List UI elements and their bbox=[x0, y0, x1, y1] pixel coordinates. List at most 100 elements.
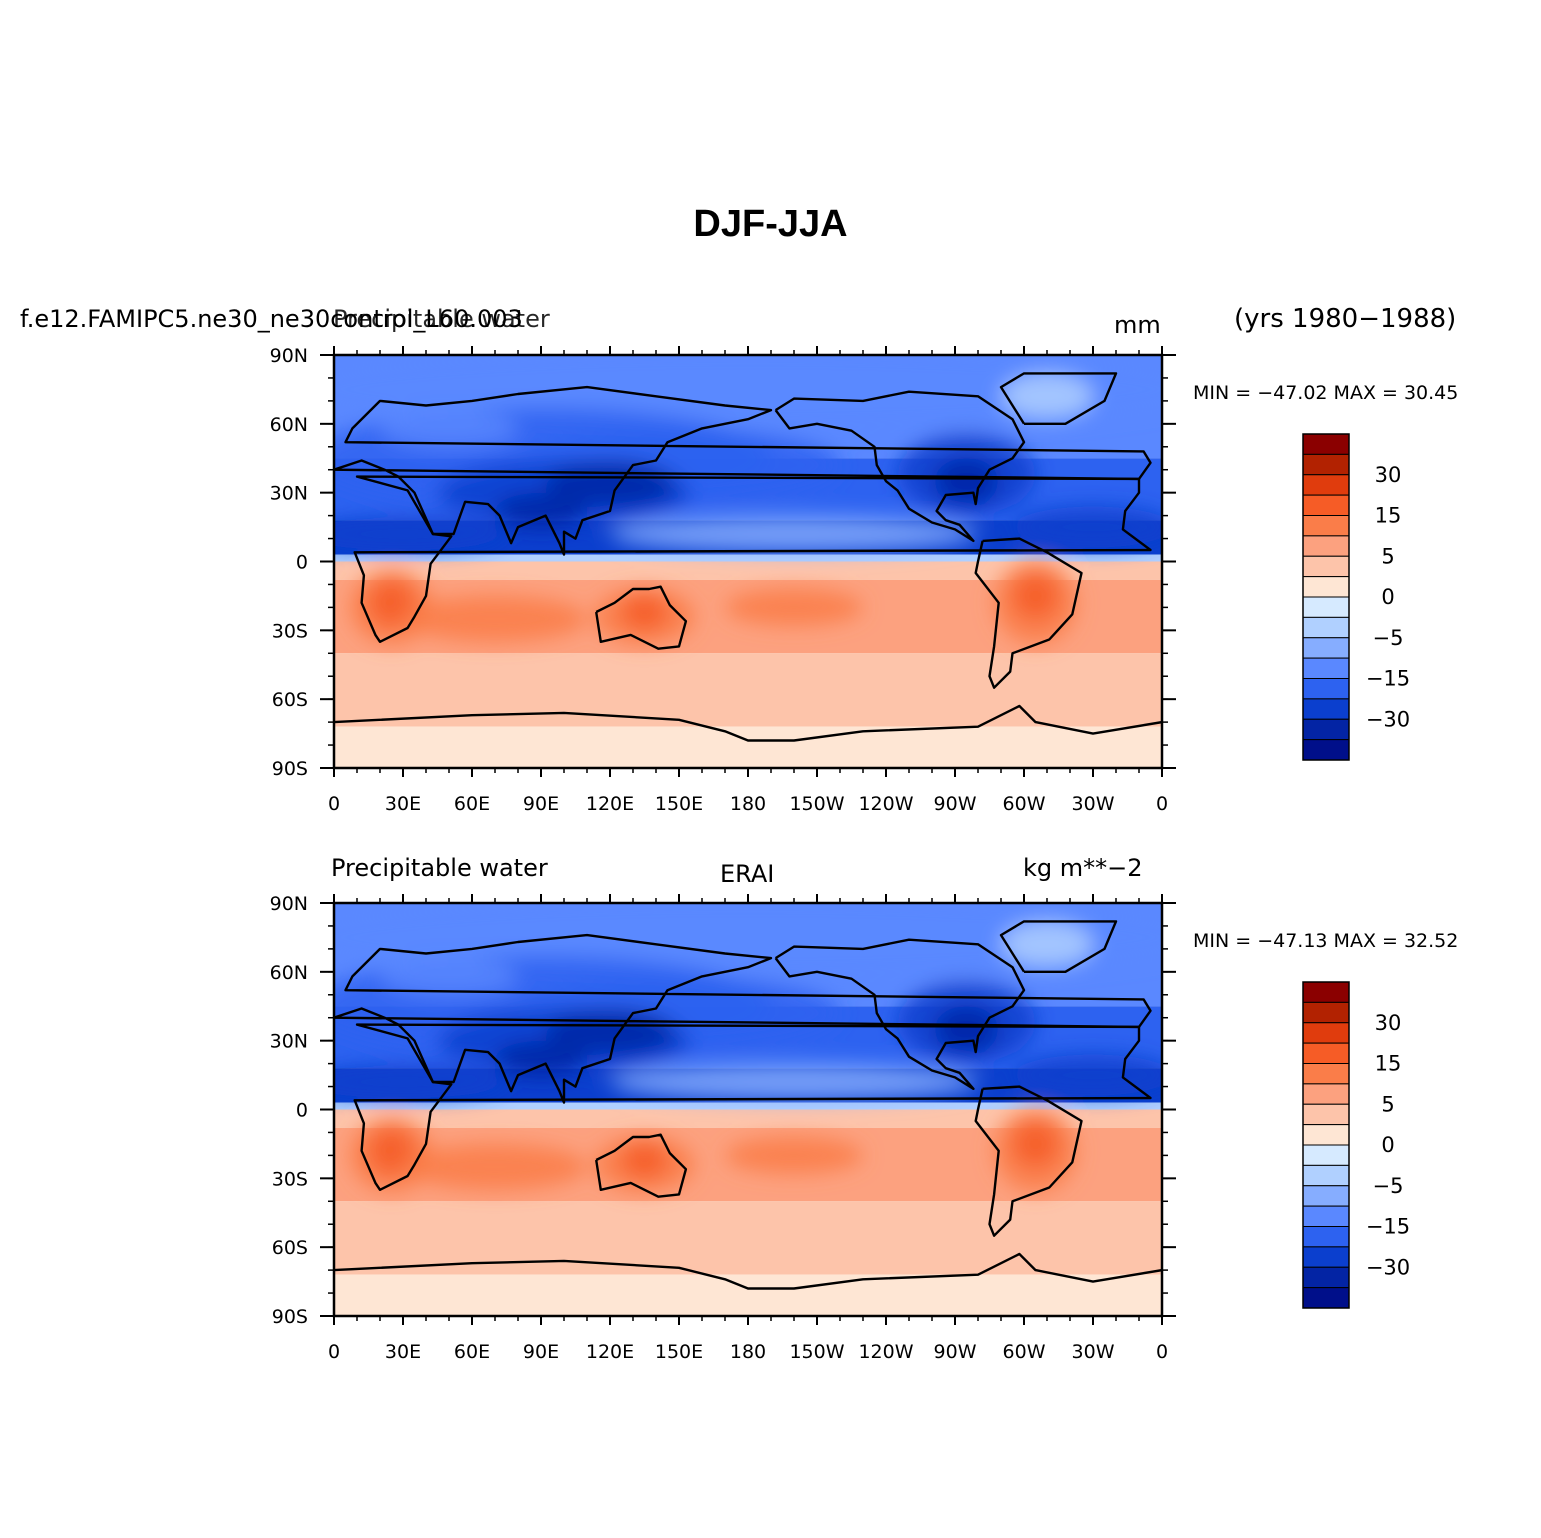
colorbar-swatch bbox=[1302, 718, 1350, 741]
colorbar-label: 5 bbox=[1381, 1092, 1394, 1116]
colorbar-swatch bbox=[1302, 576, 1350, 598]
panel2-source: ERAI bbox=[720, 860, 775, 888]
lon-tick-label: 60E bbox=[454, 1341, 490, 1363]
colorbar-swatch bbox=[1302, 1103, 1350, 1126]
lat-tick-label: 60S bbox=[272, 689, 308, 711]
colorbar-swatch bbox=[1302, 1083, 1350, 1105]
colorbar-label: 0 bbox=[1381, 1133, 1394, 1157]
lat-tick-label: 90S bbox=[272, 758, 308, 780]
colorbar-label: −5 bbox=[1373, 626, 1404, 650]
panel2-units: kg m**−2 bbox=[1023, 854, 1143, 882]
colorbar-swatch bbox=[1302, 1266, 1350, 1289]
colorbar-swatch bbox=[1302, 1226, 1350, 1248]
panel2-variable: Precipitable water bbox=[331, 854, 548, 882]
colorbar-label: 15 bbox=[1375, 504, 1402, 528]
lon-tick-label: 90W bbox=[934, 793, 977, 815]
colorbar-swatch bbox=[1302, 678, 1350, 700]
lon-tick-label: 150E bbox=[655, 793, 703, 815]
map-field-erai bbox=[334, 903, 1162, 1316]
colorbar-swatch bbox=[1302, 637, 1350, 659]
lon-tick-label: 30E bbox=[385, 793, 421, 815]
lon-tick-label: 120W bbox=[858, 1341, 913, 1363]
panel1-units: mm bbox=[1114, 311, 1161, 339]
colorbar-label: 30 bbox=[1375, 463, 1402, 487]
lon-tick-label: 120E bbox=[586, 793, 634, 815]
lon-tick-label: 90E bbox=[523, 793, 559, 815]
colorbar-label: −30 bbox=[1366, 1255, 1410, 1279]
colorbar-swatch bbox=[1302, 1185, 1350, 1207]
lat-tick-label: 30S bbox=[272, 620, 308, 642]
lon-tick-label: 0 bbox=[1156, 1341, 1168, 1363]
colorbar-frame bbox=[1302, 981, 1350, 1309]
colorbar-label: −15 bbox=[1366, 1215, 1410, 1239]
colorbar-swatch bbox=[1302, 1287, 1350, 1309]
colorbar-swatch bbox=[1302, 1164, 1350, 1187]
lon-tick-label: 0 bbox=[1156, 793, 1168, 815]
colorbar-swatch bbox=[1302, 739, 1350, 761]
colorbar-swatch bbox=[1302, 1144, 1350, 1166]
years-label: (yrs 1980−1988) bbox=[1234, 304, 1457, 334]
colorbar-swatch bbox=[1302, 1246, 1350, 1268]
colorbar-label: 30 bbox=[1375, 1011, 1402, 1035]
colorbar-swatch bbox=[1302, 453, 1350, 476]
lon-tick-label: 180 bbox=[730, 793, 766, 815]
lat-tick-label: 30S bbox=[272, 1168, 308, 1190]
colorbar-swatch bbox=[1302, 433, 1350, 455]
colorbar-swatch bbox=[1302, 1001, 1350, 1024]
colorbar-swatch bbox=[1302, 1042, 1350, 1064]
colorbar-swatch bbox=[1302, 494, 1350, 516]
lon-tick-label: 30W bbox=[1072, 1341, 1115, 1363]
panel1-case-name: f.e12.FAMIPC5.ne30_ne30control_L60.003 bbox=[20, 305, 523, 333]
panel2-min-max: MIN = −47.13 MAX = 32.52 bbox=[1193, 930, 1459, 952]
lat-tick-label: 30N bbox=[270, 1031, 308, 1053]
colorbar-swatch bbox=[1302, 698, 1350, 720]
lon-tick-label: 150E bbox=[655, 1341, 703, 1363]
colorbar-swatch bbox=[1302, 1205, 1350, 1227]
lat-tick-label: 60N bbox=[270, 414, 308, 436]
lat-tick-label: 60N bbox=[270, 962, 308, 984]
lon-tick-label: 60W bbox=[1003, 793, 1046, 815]
colorbar-label: −30 bbox=[1366, 707, 1410, 731]
colorbar-swatch bbox=[1302, 515, 1350, 537]
lon-tick-label: 90W bbox=[934, 1341, 977, 1363]
map-field-model bbox=[334, 355, 1162, 768]
lat-tick-label: 30N bbox=[270, 483, 308, 505]
lon-tick-label: 120W bbox=[858, 793, 913, 815]
colorbar-swatch bbox=[1302, 981, 1350, 1003]
lat-tick-label: 60S bbox=[272, 1237, 308, 1259]
colorbar-label: −15 bbox=[1366, 667, 1410, 691]
colorbar-swatch bbox=[1302, 657, 1350, 679]
lon-tick-label: 0 bbox=[328, 1341, 340, 1363]
lon-tick-label: 60E bbox=[454, 793, 490, 815]
lat-tick-label: 0 bbox=[296, 1100, 308, 1122]
colorbar-label: 5 bbox=[1381, 544, 1394, 568]
lon-tick-label: 30E bbox=[385, 1341, 421, 1363]
lon-tick-label: 0 bbox=[328, 793, 340, 815]
lon-tick-label: 120E bbox=[586, 1341, 634, 1363]
colorbar-swatch bbox=[1302, 535, 1350, 557]
colorbar-label: 15 bbox=[1375, 1052, 1402, 1076]
lon-tick-label: 60W bbox=[1003, 1341, 1046, 1363]
lat-tick-label: 90S bbox=[272, 1306, 308, 1328]
lat-tick-label: 90N bbox=[270, 893, 308, 915]
colorbar-swatch bbox=[1302, 1124, 1350, 1146]
panel1-variable: Precipitable water bbox=[333, 305, 550, 333]
lon-tick-label: 150W bbox=[789, 793, 844, 815]
figure-title: DJF-JJA bbox=[693, 203, 848, 245]
lon-tick-label: 30W bbox=[1072, 793, 1115, 815]
colorbar-swatch bbox=[1302, 1022, 1350, 1044]
colorbar-swatch bbox=[1302, 474, 1350, 496]
lat-tick-label: 90N bbox=[270, 345, 308, 367]
colorbar-frame bbox=[1302, 433, 1350, 761]
lon-tick-label: 180 bbox=[730, 1341, 766, 1363]
colorbar-label: −5 bbox=[1373, 1174, 1404, 1198]
colorbar-swatch bbox=[1302, 596, 1350, 618]
lon-tick-label: 150W bbox=[789, 1341, 844, 1363]
panel1-min-max: MIN = −47.02 MAX = 30.45 bbox=[1193, 382, 1459, 404]
colorbar-swatch bbox=[1302, 1063, 1350, 1085]
colorbar-swatch bbox=[1302, 555, 1350, 578]
lat-tick-label: 0 bbox=[296, 552, 308, 574]
lon-tick-label: 90E bbox=[523, 1341, 559, 1363]
colorbar-label: 0 bbox=[1381, 585, 1394, 609]
